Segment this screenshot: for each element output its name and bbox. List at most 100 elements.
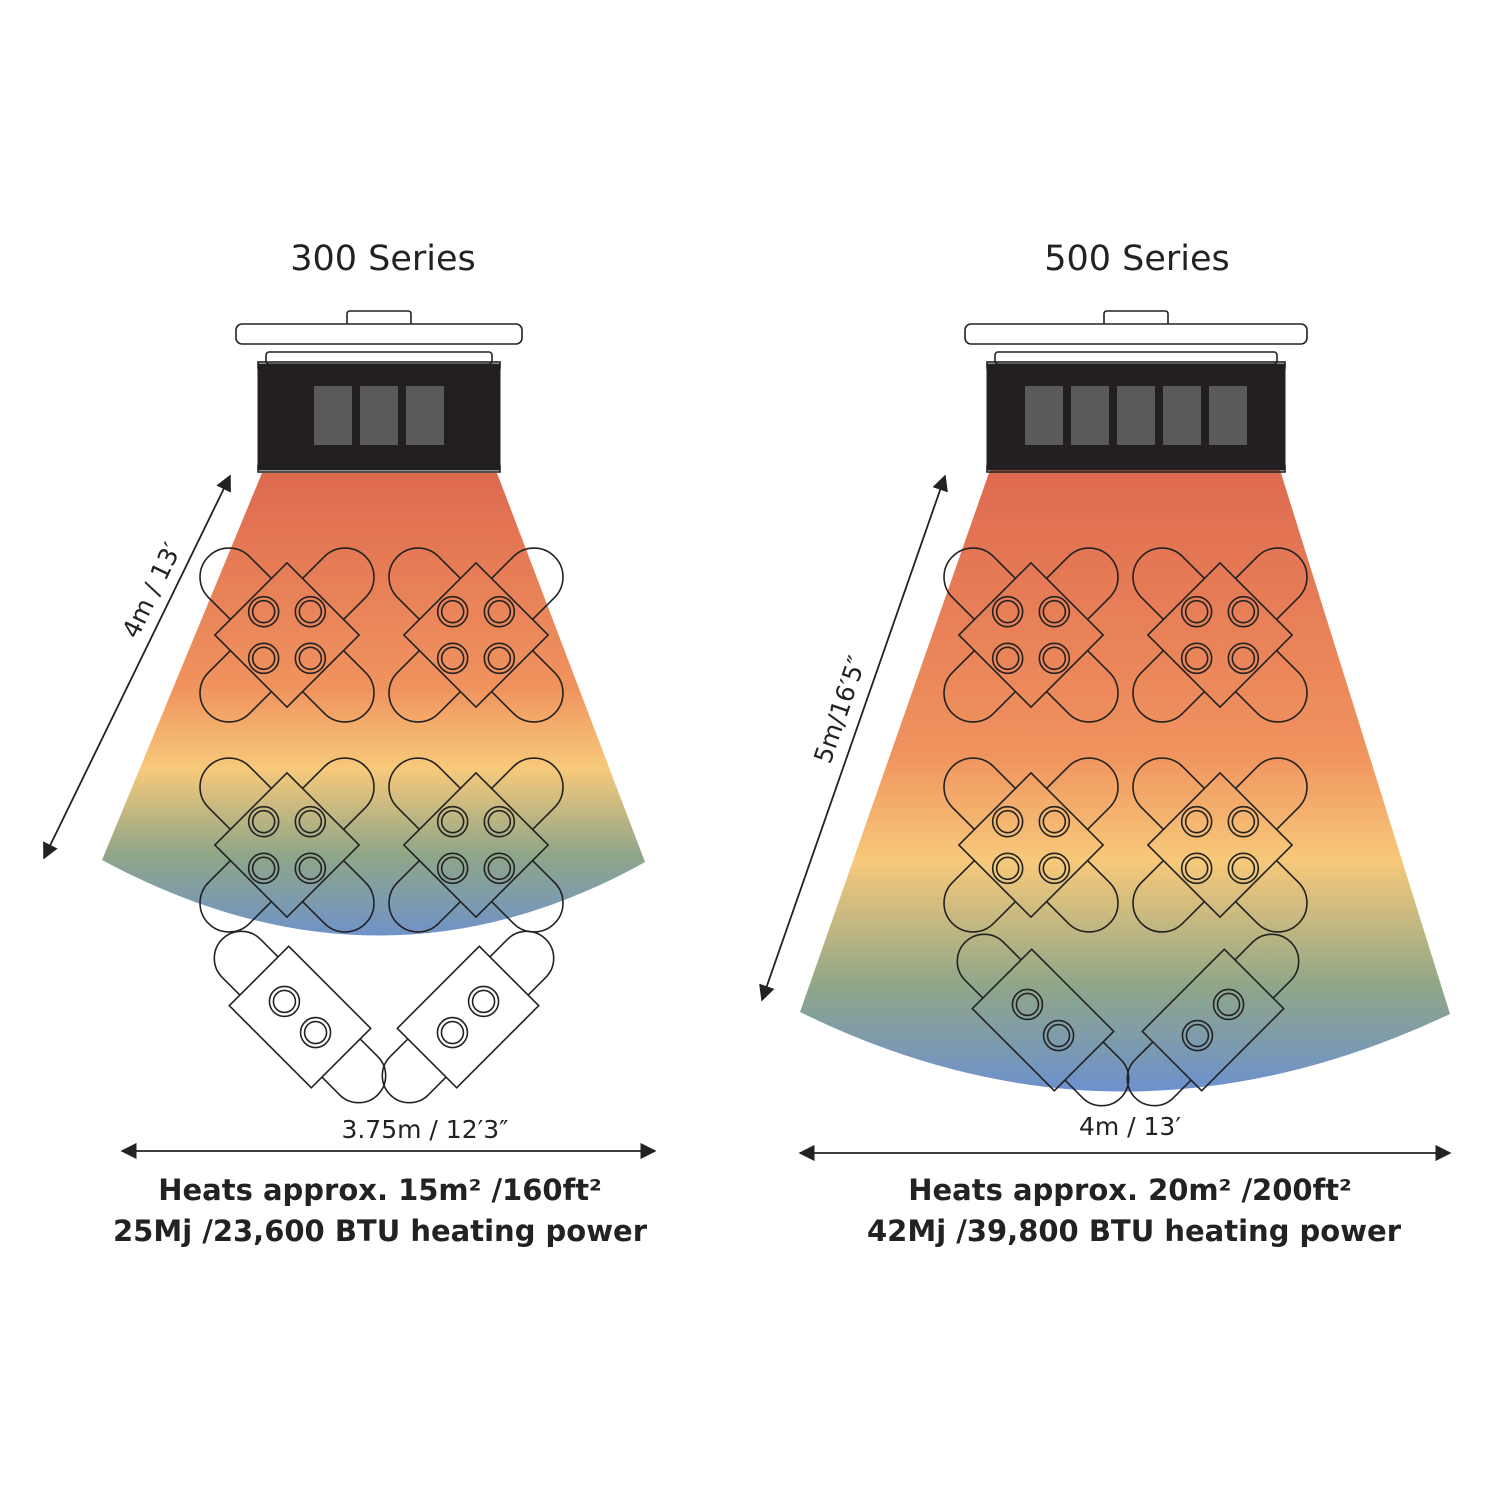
plate-inner — [487, 856, 512, 881]
plate-inner — [487, 646, 512, 671]
plate-inner — [1216, 992, 1241, 1017]
chair — [1132, 757, 1206, 831]
plate — [1227, 805, 1260, 838]
plate — [1227, 852, 1260, 885]
plate-inner — [251, 809, 276, 834]
plate-inner — [251, 646, 276, 671]
chair — [388, 859, 462, 933]
plate — [1180, 852, 1213, 885]
series-500-title: 500 Series — [1044, 239, 1230, 279]
plate-inner — [1184, 856, 1209, 881]
plate — [1227, 642, 1260, 675]
plate-inner — [1042, 809, 1067, 834]
depth-label-300: 4m / 13′ — [116, 538, 187, 643]
plate — [467, 985, 500, 1018]
plate-inner — [251, 599, 276, 624]
plate — [1038, 595, 1071, 628]
plate-inner — [1184, 599, 1209, 624]
heater-canopy — [235, 323, 523, 345]
plate — [247, 642, 280, 675]
plate — [299, 1016, 332, 1049]
series-500-group: 500 Series 5m/16′5″ 4m / 13′ Heats appro… — [759, 239, 1452, 1248]
plate-inner — [440, 599, 465, 624]
two-seat-table — [1126, 933, 1300, 1107]
heating-panel — [1117, 386, 1155, 445]
plate-inner — [487, 809, 512, 834]
plate-inner — [487, 599, 512, 624]
plate — [1180, 642, 1213, 675]
plate-inner — [1185, 1023, 1210, 1048]
table-top — [402, 771, 550, 919]
plate — [483, 595, 516, 628]
plate — [436, 852, 469, 885]
plate — [247, 852, 280, 885]
plate-inner — [272, 989, 297, 1014]
mounting-bracket — [1103, 310, 1169, 324]
series-300-title: 300 Series — [290, 239, 476, 279]
table-top — [1141, 948, 1285, 1092]
heating-panel — [1209, 386, 1247, 445]
heater-trim-bottom — [986, 465, 1286, 473]
table-top — [971, 948, 1115, 1092]
plate-inner — [1046, 1023, 1071, 1048]
two-seat-table — [213, 930, 387, 1104]
four-seat-table — [388, 547, 564, 723]
plate — [1042, 1019, 1075, 1052]
plate-inner — [1042, 646, 1067, 671]
heater-body — [257, 363, 501, 471]
plate — [436, 595, 469, 628]
plate-inner — [298, 599, 323, 624]
table-top — [1146, 561, 1294, 709]
plate — [294, 595, 327, 628]
plate-inner — [1184, 809, 1209, 834]
plate — [1038, 852, 1071, 885]
heater-trim-bottom — [257, 465, 501, 473]
chair — [490, 547, 564, 621]
mounting-bracket — [346, 310, 412, 324]
chair — [301, 859, 375, 933]
series-300-group: 300 Series 4m / 13′ 3.75m / 12′3″ Heats … — [43, 239, 657, 1248]
plate-inner — [995, 809, 1020, 834]
chair — [388, 757, 462, 831]
heating-panel — [314, 386, 352, 445]
plate — [294, 852, 327, 885]
spec-power-500: 42Mj /39,800 BTU heating power — [867, 1214, 1402, 1248]
plate — [247, 805, 280, 838]
plate — [294, 805, 327, 838]
plate-inner — [1231, 646, 1256, 671]
plate-inner — [298, 809, 323, 834]
plate — [991, 852, 1024, 885]
chair — [301, 547, 375, 621]
spec-area-300: Heats approx. 15m² /160ft² — [158, 1173, 602, 1207]
plate — [294, 642, 327, 675]
chair — [956, 933, 1022, 999]
width-label-500: 4m / 13′ — [1079, 1112, 1181, 1141]
chair — [490, 859, 564, 933]
chair — [199, 859, 273, 933]
heating-panel — [1071, 386, 1109, 445]
table-top — [213, 771, 361, 919]
chair — [213, 930, 279, 996]
chair — [381, 1038, 447, 1104]
chair — [1126, 1041, 1192, 1107]
chair — [321, 1038, 387, 1104]
plate-inner — [1231, 809, 1256, 834]
plate-inner — [995, 646, 1020, 671]
plate-inner — [995, 856, 1020, 881]
chair — [1132, 649, 1206, 723]
chair — [1045, 859, 1119, 933]
chair — [301, 649, 375, 723]
chair — [490, 649, 564, 723]
plate-inner — [1231, 856, 1256, 881]
plate-inner — [440, 809, 465, 834]
plate-inner — [1042, 856, 1067, 881]
four-seat-table — [388, 757, 564, 933]
table-top — [957, 561, 1105, 709]
chair — [1064, 1041, 1130, 1107]
heater-300 — [235, 310, 523, 473]
plate — [1180, 595, 1213, 628]
four-seat-table — [1132, 547, 1308, 723]
heating-panel — [406, 386, 444, 445]
chair — [489, 930, 555, 996]
heater-trim-top — [986, 361, 1286, 369]
